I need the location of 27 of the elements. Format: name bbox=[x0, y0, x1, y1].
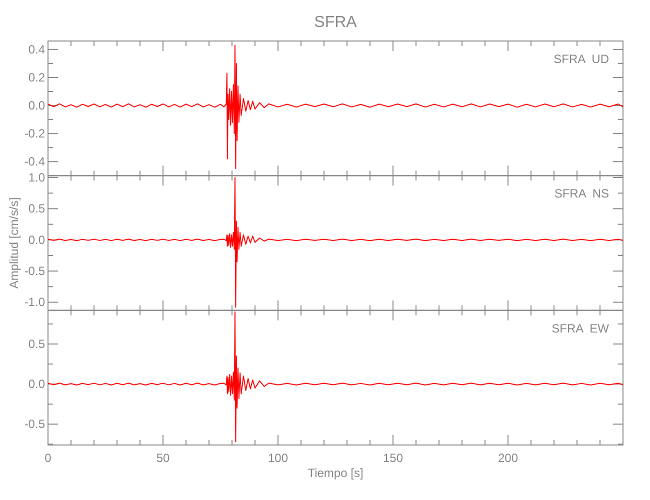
y-tick-label: 0.0 bbox=[28, 98, 46, 113]
y-axis-title: Amplitud [cm/s/s] bbox=[7, 197, 21, 289]
y-tick-label: -1.0 bbox=[24, 295, 46, 310]
line-series bbox=[48, 311, 624, 442]
y-tick-label: -0.5 bbox=[24, 417, 46, 432]
annotation: SFRA EW bbox=[552, 321, 610, 336]
chart-title: SFRA bbox=[314, 14, 358, 31]
y-tick-label: 1.0 bbox=[28, 170, 46, 185]
y-tick-label: -0.5 bbox=[24, 264, 46, 278]
x-tick-label: 0 bbox=[44, 451, 52, 465]
y-tick-label: 0.0 bbox=[28, 377, 46, 392]
y-tick-label: 0.2 bbox=[28, 70, 46, 84]
x-tick-label: 100 bbox=[268, 451, 288, 465]
x-tick-label: 150 bbox=[382, 451, 404, 465]
y-tick-label: -0.4 bbox=[24, 154, 46, 169]
annotation: SFRA UD bbox=[554, 52, 610, 66]
line-series bbox=[48, 44, 624, 170]
y-tick-label: 0.5 bbox=[28, 337, 46, 351]
x-tick-label: 50 bbox=[156, 451, 170, 465]
y-tick-label: -0.2 bbox=[24, 126, 46, 141]
x-tick-label: 200 bbox=[498, 451, 518, 465]
annotation: SFRA NS bbox=[554, 186, 609, 201]
y-tick-label: 0.5 bbox=[28, 202, 46, 216]
x-axis-title: Tiempo [s] bbox=[308, 466, 364, 480]
y-tick-label: 0.4 bbox=[28, 42, 46, 56]
line-series bbox=[48, 177, 624, 308]
y-tick-label: 0.0 bbox=[28, 232, 46, 247]
